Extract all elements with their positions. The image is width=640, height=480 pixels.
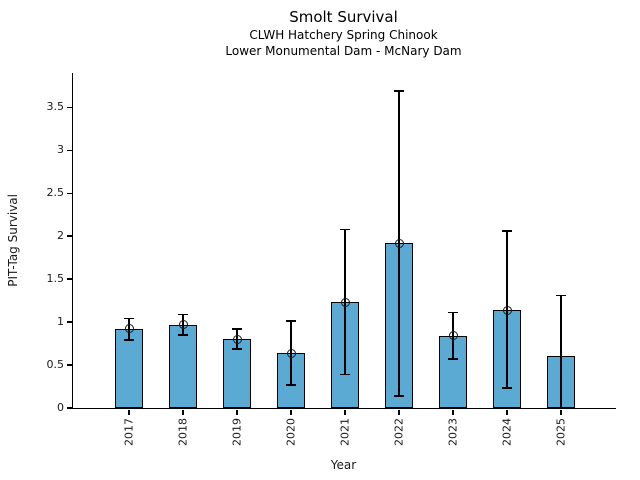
y-axis-tick xyxy=(66,235,72,237)
x-axis-tick-label-2025: 2025 xyxy=(554,418,568,446)
error-bar-cap-bottom-2023 xyxy=(448,358,458,360)
y-axis-tick-label: 1 xyxy=(57,315,64,329)
error-bar-cap-bottom-2019 xyxy=(232,347,242,350)
x-axis-tick-label-2022: 2022 xyxy=(392,418,406,446)
x-axis-tick-label-2023: 2023 xyxy=(446,418,460,446)
bar-2019 xyxy=(223,339,251,408)
y-axis-tick-label: 0 xyxy=(57,401,64,415)
y-axis-tick xyxy=(66,192,72,194)
y-axis-tick xyxy=(66,364,72,366)
x-axis-tick xyxy=(506,409,508,415)
error-bar-cap-bottom-2024 xyxy=(502,387,512,390)
y-axis-tick xyxy=(66,149,72,152)
x-axis-tick xyxy=(560,409,562,415)
point-marker-2023 xyxy=(448,331,458,341)
chart-title: Smolt Survival xyxy=(289,8,398,26)
x-axis-tick-label-2021: 2021 xyxy=(338,418,352,446)
y-axis-tick xyxy=(66,106,72,109)
bar-2018 xyxy=(169,324,197,408)
error-bar-cap-top-2017 xyxy=(124,317,134,320)
x-axis-title: Year xyxy=(330,458,357,472)
x-axis-tick-label-2017: 2017 xyxy=(122,418,136,446)
x-axis-tick xyxy=(398,409,400,415)
error-bar-cap-top-2024 xyxy=(502,230,512,232)
y-axis-tick-label: 3.5 xyxy=(46,100,65,114)
error-bar-cap-bottom-2018 xyxy=(178,334,188,336)
error-bar-cap-bottom-2021 xyxy=(340,373,350,376)
y-axis-tick-label: 2 xyxy=(57,229,64,243)
bar-2017 xyxy=(115,328,143,408)
error-bar-cap-top-2020 xyxy=(286,320,296,323)
x-axis-tick-label-2024: 2024 xyxy=(500,418,514,446)
error-bar-cap-top-2022 xyxy=(394,90,404,92)
y-axis-tick xyxy=(66,407,72,409)
y-axis-tick xyxy=(66,321,72,323)
chart-subtitle-line2: Lower Monumental Dam - McNary Dam xyxy=(225,43,462,58)
x-axis-tick-label-2020: 2020 xyxy=(284,418,298,446)
error-bar-cap-top-2018 xyxy=(178,313,188,316)
x-axis-tick xyxy=(182,409,184,415)
point-marker-2021 xyxy=(340,297,350,307)
y-axis-tick xyxy=(66,278,72,280)
x-axis-tick-label-2019: 2019 xyxy=(230,418,244,446)
x-axis-tick xyxy=(344,409,346,415)
y-axis-tick-label: 2.5 xyxy=(46,186,65,200)
error-bar-cap-top-2019 xyxy=(232,328,242,330)
x-axis-tick-label-2018: 2018 xyxy=(176,418,190,446)
error-bar-cap-top-2021 xyxy=(340,228,350,231)
error-bar-cap-bottom-2025 xyxy=(556,407,566,409)
chart-subtitle-line1: CLWH Hatchery Spring Chinook xyxy=(249,28,438,42)
point-marker-2018 xyxy=(178,320,188,330)
chart-header: Smolt Survival CLWH Hatchery Spring Chin… xyxy=(72,6,615,59)
error-bar-cap-bottom-2022 xyxy=(394,395,404,397)
y-axis-tick-label: 3 xyxy=(57,143,64,157)
y-axis-tick-label: 0.5 xyxy=(46,358,65,372)
x-axis-tick xyxy=(290,409,292,415)
error-bar-cap-bottom-2020 xyxy=(286,384,296,386)
point-marker-2019 xyxy=(232,334,242,344)
y-axis-tick-label: 1.5 xyxy=(46,272,65,286)
x-axis-tick xyxy=(452,409,454,415)
point-marker-2022 xyxy=(394,238,404,248)
point-marker-2024 xyxy=(502,305,512,315)
error-bar-cap-top-2025 xyxy=(556,294,566,297)
x-axis-tick xyxy=(236,409,238,415)
x-axis-tick xyxy=(128,409,130,415)
error-bar-cap-bottom-2017 xyxy=(124,339,134,341)
error-bar-cap-top-2023 xyxy=(448,311,458,314)
plot-area: 0 0.5 1 1.5 2 2.5 3 3.5 2017 2018 2019 2020 2021 2022… xyxy=(47,73,616,446)
y-axis-title: PIT-Tag Survival xyxy=(6,194,20,287)
point-marker-2020 xyxy=(286,348,296,358)
point-marker-2017 xyxy=(124,324,134,334)
error-bar-line-2025 xyxy=(560,295,562,408)
